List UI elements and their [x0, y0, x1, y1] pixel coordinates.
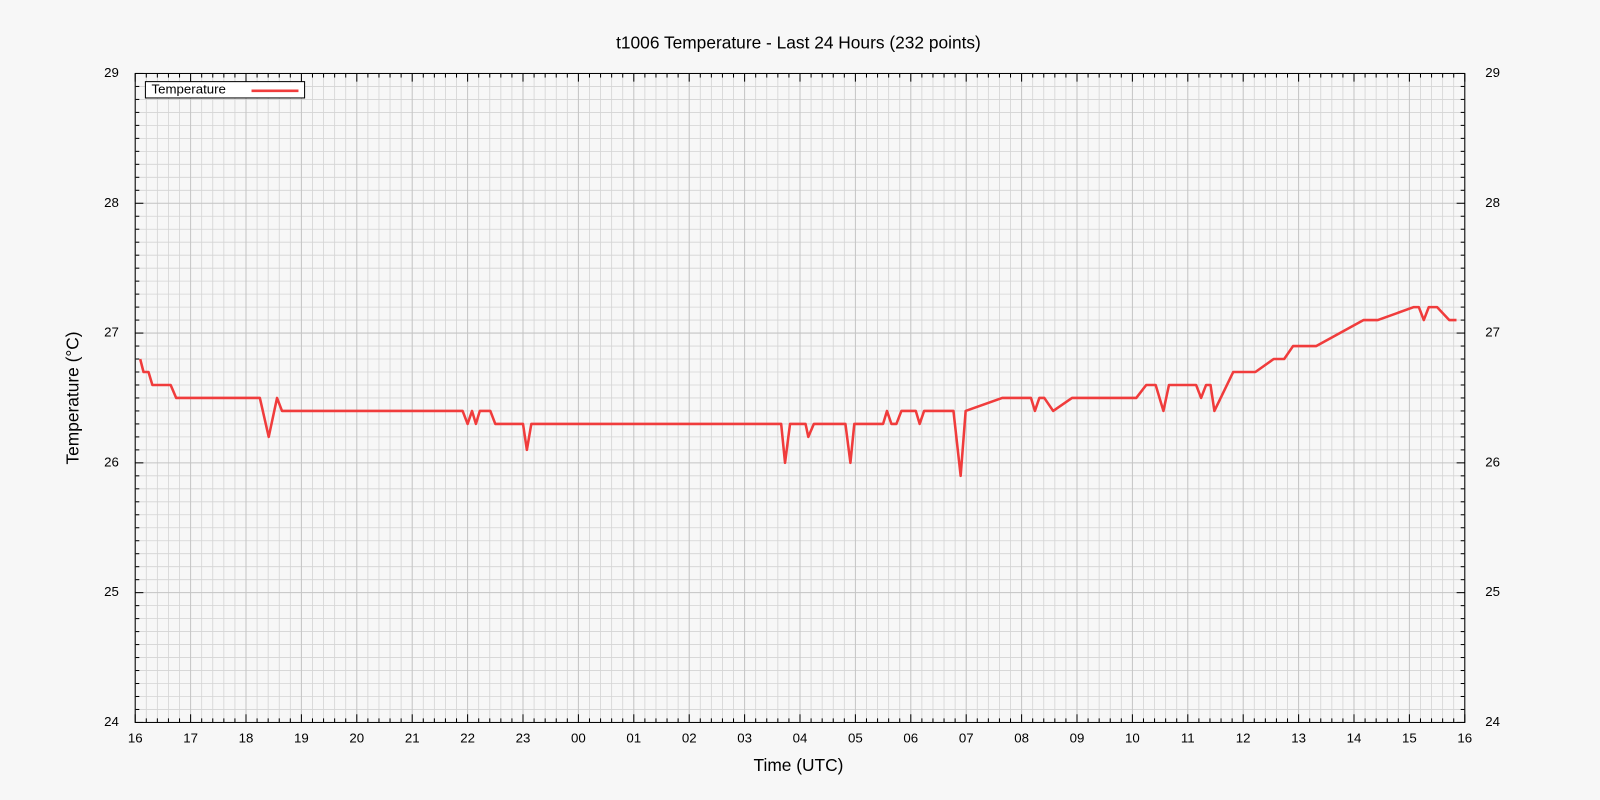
x-tick-label: 08 — [1014, 730, 1029, 745]
x-tick-label: 15 — [1402, 730, 1417, 745]
y-tick-label: 26 — [104, 454, 119, 469]
x-tick-label: 20 — [349, 730, 364, 745]
x-tick-label: 16 — [1457, 730, 1472, 745]
legend-box — [144, 81, 306, 99]
y2-tick-label: 28 — [1485, 195, 1500, 210]
x-tick-label: 16 — [128, 730, 143, 745]
x-tick-label: 04 — [793, 730, 808, 745]
x-tick-label: 14 — [1347, 730, 1362, 745]
x-tick-label: 11 — [1181, 730, 1195, 745]
x-tick-label: 19 — [294, 730, 309, 745]
x-tick-label: 03 — [737, 730, 752, 745]
y-tick-label: 27 — [104, 325, 119, 340]
y2-tick-label: 24 — [1485, 714, 1500, 729]
x-tick-label: 10 — [1125, 730, 1140, 745]
plot-border — [134, 72, 1466, 723]
x-tick-label: 00 — [571, 730, 586, 745]
x-tick-label: 17 — [183, 730, 198, 745]
line-series — [138, 305, 1457, 478]
x-tick-label: 02 — [682, 730, 697, 745]
y2-tick-label: 26 — [1485, 454, 1500, 469]
chart-title: t1006 Temperature - Last 24 Hours (232 p… — [616, 32, 981, 52]
y-tick-label: 25 — [104, 584, 119, 599]
x-tick-label: 01 — [626, 730, 641, 745]
x-tick-label: 12 — [1236, 730, 1251, 745]
x-tick-label: 06 — [903, 730, 918, 745]
x-tick-label: 22 — [460, 730, 475, 745]
x-axis-label: Time (UTC) — [754, 755, 844, 775]
x-tick-label: 13 — [1291, 730, 1306, 745]
x-tick-label: 09 — [1070, 730, 1085, 745]
y-tick-label: 24 — [104, 714, 119, 729]
x-tick-label: 18 — [239, 730, 254, 745]
y2-tick-label: 29 — [1485, 65, 1500, 80]
x-tick-label: 21 — [405, 730, 420, 745]
y-axis-label: Temperature (°C) — [63, 331, 83, 464]
y2-tick-label: 25 — [1485, 584, 1500, 599]
x-tick-label: 07 — [959, 730, 974, 745]
x-tick-label: 05 — [848, 730, 863, 745]
legend-label: Temperature — [152, 81, 226, 96]
x-tick-label: 23 — [516, 730, 531, 745]
y-tick-label: 29 — [104, 65, 119, 80]
y-tick-label: 28 — [104, 195, 119, 210]
y2-tick-label: 27 — [1485, 325, 1500, 340]
